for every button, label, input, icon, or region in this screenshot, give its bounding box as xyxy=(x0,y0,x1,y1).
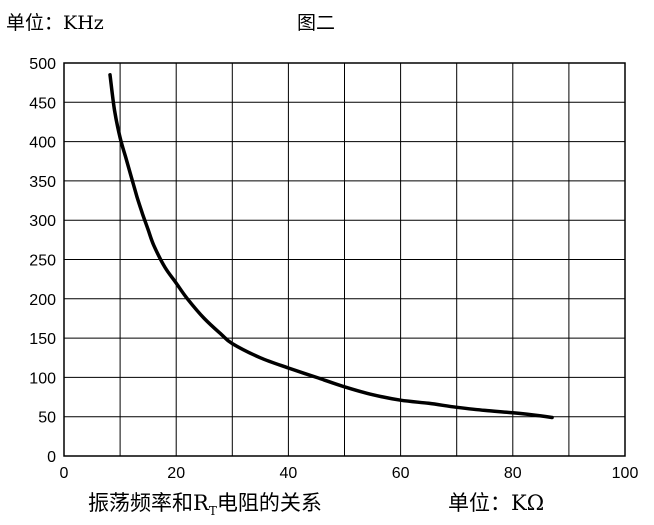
plot-frame xyxy=(63,62,626,457)
chart-title: 图二 xyxy=(297,12,336,34)
y-tick-label: 450 xyxy=(29,95,56,112)
y-tick-label: 0 xyxy=(47,449,56,466)
x-axis-caption: 振荡频率和RT电阻的关系 xyxy=(88,487,322,518)
y-tick-labels: 0 50 100 150 200 250 300 350 400 450 500 xyxy=(29,56,56,466)
x-tick-label: 80 xyxy=(504,465,522,482)
caption-suffix: 电阻的关系 xyxy=(216,491,322,515)
x-tick-label: 100 xyxy=(612,465,639,482)
y-tick-label: 400 xyxy=(29,135,56,152)
x-tick-label: 60 xyxy=(392,465,410,482)
y-tick-label: 50 xyxy=(38,410,56,427)
series-line xyxy=(108,73,554,420)
caption-subscript: T xyxy=(208,504,217,519)
y-tick-label: 150 xyxy=(29,331,56,348)
y-tick-label: 500 xyxy=(29,56,56,73)
caption-prefix: 振荡频率和R xyxy=(88,491,209,515)
y-axis-unit: 单位：KHz xyxy=(6,12,104,34)
x-tick-labels: 0 20 40 60 80 100 xyxy=(60,465,639,482)
y-tick-label: 300 xyxy=(29,213,56,230)
y-tick-label: 100 xyxy=(29,370,56,387)
grid xyxy=(64,63,625,456)
x-tick-label: 20 xyxy=(167,465,185,482)
x-axis-unit: 单位：KΩ xyxy=(448,491,545,515)
y-tick-label: 250 xyxy=(29,253,56,270)
x-tick-label: 0 xyxy=(60,465,69,482)
x-tick-label: 40 xyxy=(280,465,298,482)
y-tick-label: 350 xyxy=(29,174,56,191)
y-tick-label: 200 xyxy=(29,292,56,309)
